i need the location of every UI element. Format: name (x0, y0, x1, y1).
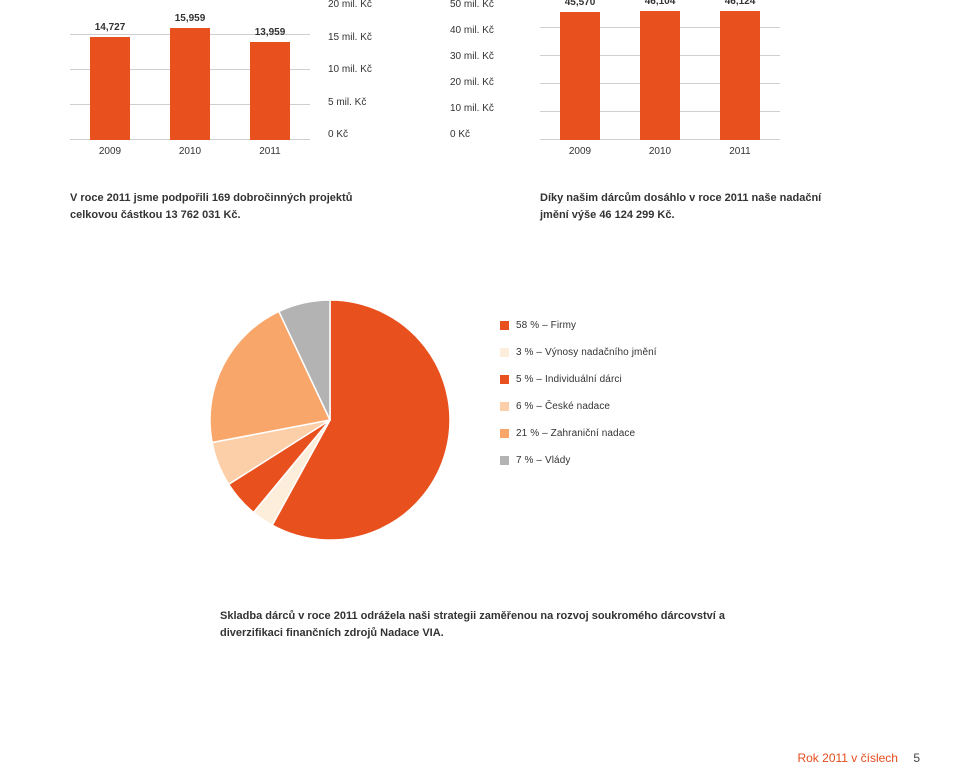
bar-x-label: 2010 (170, 146, 210, 157)
bar-x-label: 2011 (250, 146, 290, 157)
bar-value-label: 13,959 (250, 27, 290, 38)
y-tick-label: 5 mil. Kč (328, 98, 413, 131)
bar-chart-plot: 14,727 15,959 13,959 (70, 0, 310, 140)
legend-label: 58 % – Firmy (516, 320, 576, 331)
bar: 46,124 (720, 11, 760, 140)
y-tick-label: 40 mil. Kč (450, 26, 535, 52)
legend-item: 6 % – České nadace (500, 401, 657, 412)
bar-chart-caption: V roce 2011 jsme podpořili 169 dobročinn… (70, 190, 370, 223)
bar: 45,570 (560, 12, 600, 140)
bar-charts-row: 14,727 15,959 13,959 2009 2010 2011 20 mil. … (0, 0, 960, 178)
legend-swatch (500, 456, 509, 465)
legend-swatch (500, 321, 509, 330)
pie-chart (210, 300, 450, 545)
legend-swatch (500, 402, 509, 411)
bar-value-label: 45,570 (560, 0, 600, 8)
bars-container: 45,570 46,104 46,124 (540, 0, 780, 140)
legend-swatch (500, 375, 509, 384)
y-tick-label: 30 mil. Kč (450, 52, 535, 78)
y-tick-label: 50 mil. Kč (450, 0, 535, 26)
bar-chart-projects: 14,72715,95913,959 200920102011 20 mil. … (70, 0, 310, 157)
legend-label: 6 % – České nadace (516, 401, 610, 412)
legend-item: 3 % – Výnosy nadačního jmění (500, 347, 657, 358)
legend-item: 21 % – Zahraniční nadace (500, 428, 657, 439)
pie-chart-block: 58 % – Firmy 3 % – Výnosy nadačního jmění… (210, 300, 810, 580)
bar-rect (720, 11, 760, 140)
y-tick-label: 15 mil. Kč (328, 33, 413, 66)
bar-rect (170, 28, 210, 140)
bar-x-label: 2011 (720, 146, 760, 157)
bar-chart-x-labels: 2009 2010 2011 (70, 146, 310, 157)
bar: 46,104 (640, 11, 680, 140)
y-tick-label: 20 mil. Kč (450, 78, 535, 104)
bar: 15,959 (170, 28, 210, 140)
legend-label: 3 % – Výnosy nadačního jmění (516, 347, 657, 358)
bar-chart-y-ticks: 50 mil. Kč40 mil. Kč30 mil. Kč20 mil. Kč… (450, 0, 535, 140)
legend-swatch (500, 429, 509, 438)
page-footer: Rok 2011 v číslech 5 (797, 751, 920, 765)
bar-chart-y-ticks: 20 mil. Kč15 mil. Kč10 mil. Kč5 mil. Kč0… (328, 0, 413, 140)
legend-item: 58 % – Firmy (500, 320, 657, 331)
bar-chart-endowment: 45,57046,10446,124 200920102011 50 mil. … (540, 0, 780, 157)
bar-value-label: 15,959 (170, 13, 210, 24)
footer-page-number: 5 (913, 751, 920, 765)
bars-container: 14,727 15,959 13,959 (70, 0, 310, 140)
pie-chart-caption: Skladba dárců v roce 2011 odrážela naši … (220, 608, 740, 642)
bar-chart-x-labels: 2009 2010 2011 (540, 146, 780, 157)
pie-legend: 58 % – Firmy 3 % – Výnosy nadačního jmění… (500, 320, 657, 482)
footer-section: Rok 2011 v číslech (797, 751, 898, 765)
bar-x-label: 2009 (90, 146, 130, 157)
y-tick-label: 10 mil. Kč (328, 65, 413, 98)
y-tick-label: 20 mil. Kč (328, 0, 413, 33)
legend-label: 5 % – Individuální dárci (516, 374, 622, 385)
bar-rect (560, 12, 600, 140)
bar-rect (90, 37, 130, 140)
y-tick-label: 10 mil. Kč (450, 104, 535, 130)
bar-x-label: 2009 (560, 146, 600, 157)
y-tick-label: 0 Kč (450, 130, 535, 140)
legend-item: 7 % – Vlády (500, 455, 657, 466)
bar: 13,959 (250, 42, 290, 140)
bar-chart-caption: Díky našim dárcům dosáhlo v roce 2011 na… (540, 190, 840, 223)
legend-item: 5 % – Individuální dárci (500, 374, 657, 385)
bar: 14,727 (90, 37, 130, 140)
bar-value-label: 46,104 (640, 0, 680, 7)
legend-label: 21 % – Zahraniční nadace (516, 428, 635, 439)
bar-value-label: 46,124 (720, 0, 760, 7)
bar-value-label: 14,727 (90, 22, 130, 33)
bar-chart-plot: 45,570 46,104 46,124 (540, 0, 780, 140)
legend-label: 7 % – Vlády (516, 455, 570, 466)
bar-x-label: 2010 (640, 146, 680, 157)
legend-swatch (500, 348, 509, 357)
y-tick-label: 0 Kč (328, 130, 413, 140)
bar-rect (640, 11, 680, 140)
bar-rect (250, 42, 290, 140)
pie-svg (210, 300, 450, 540)
